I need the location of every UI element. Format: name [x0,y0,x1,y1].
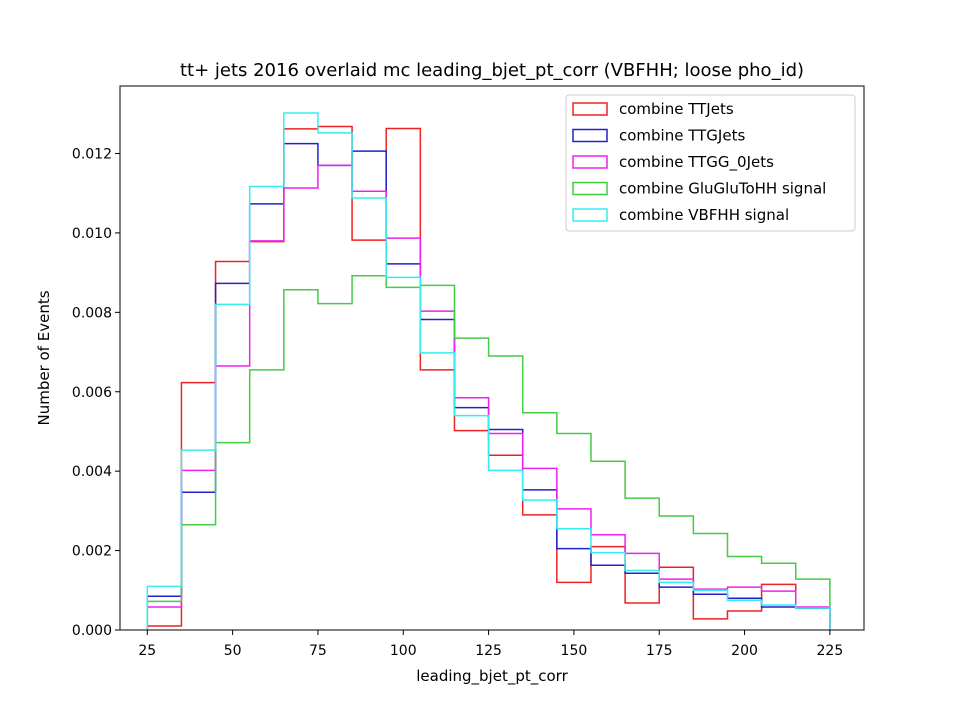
y-tick-label: 0.008 [72,305,112,321]
legend-swatch-4 [572,208,608,222]
x-tick-label: 50 [224,643,242,659]
y-tick-label: 0.002 [72,544,112,560]
x-axis-label: leading_bjet_pt_corr [416,667,568,686]
legend-swatch-3 [572,181,608,196]
legend: combine TTJets combine TTGJets combine TTG… [565,94,856,232]
x-tick-label: 75 [309,643,327,659]
series-3-step-outline [146,275,831,630]
y-tick-label: 0.010 [72,226,112,242]
legend-swatch-1 [572,128,608,143]
x-tick-label: 200 [731,643,758,659]
y-tick-label: 0.004 [72,464,112,480]
y-axis: 0.000 0.002 0.004 0.006 0.008 0.010 0.012 [72,147,120,639]
x-axis: 25 50 75 100 125 150 175 200 225 [138,630,843,659]
y-tick-label: 0.000 [72,623,112,639]
x-tick-label: 125 [475,643,502,659]
legend-swatch-0 [572,102,608,116]
plot-frame [119,85,865,631]
chart-title: tt+ jets 2016 overlaid mc leading_bjet_p… [180,60,804,81]
legend-swatch-2 [572,155,608,169]
x-tick-label: 100 [390,643,417,659]
x-tick-label: 150 [561,643,588,659]
y-tick-label: 0.012 [72,147,112,163]
legend-label-0: combine TTJets [619,100,734,118]
x-tick-label: 225 [817,643,844,659]
y-axis-label: Number of Events [35,290,53,425]
y-tick-label: 0.006 [72,385,112,401]
legend-label-1: combine TTGJets [619,127,745,145]
series-4-step-outline [146,112,831,630]
legend-label-3: combine GluGluToHH signal [619,180,826,198]
legend-box [565,94,856,232]
series-layer [146,112,831,630]
legend-label-4: combine VBFHH signal [619,206,789,224]
legend-label-2: combine TTGG_0Jets [619,153,774,172]
x-tick-label: 175 [646,643,673,659]
x-tick-label: 25 [138,643,156,659]
